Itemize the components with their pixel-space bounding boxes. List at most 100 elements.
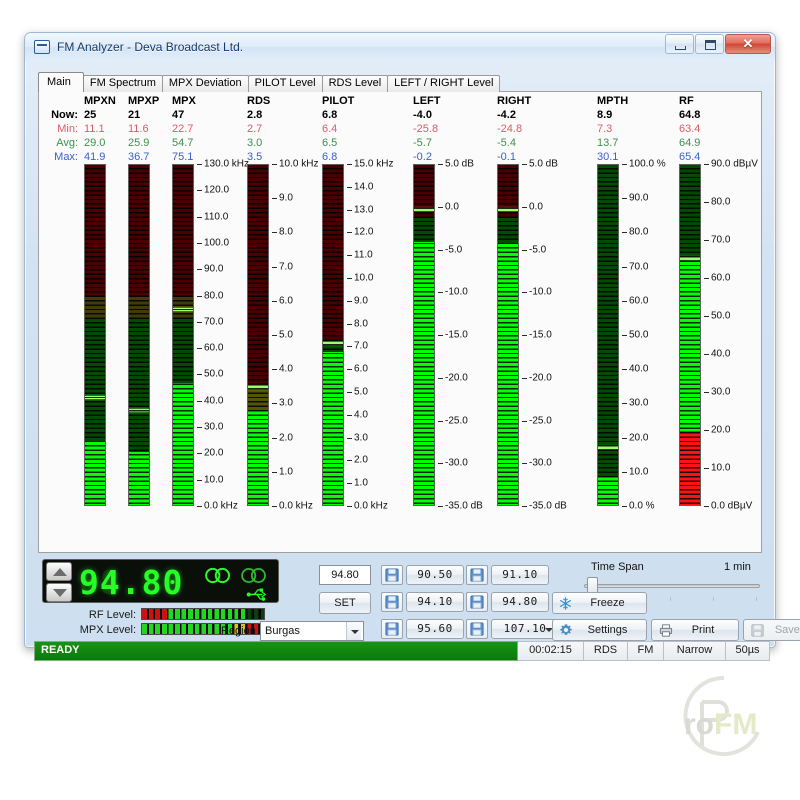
meter-tick-label: -10.0: [445, 286, 468, 298]
meter-tick: [522, 420, 527, 422]
meter-zone: [323, 165, 343, 341]
meter-tick: [272, 369, 277, 371]
preset-save-button[interactable]: [381, 619, 403, 639]
preset-save-button[interactable]: [381, 592, 403, 612]
slider-tick: [670, 597, 671, 601]
close-button[interactable]: ✕: [725, 34, 771, 54]
meter-tick-label: 1.0: [279, 466, 293, 478]
meter-tick-label: -30.0: [445, 457, 468, 469]
meter-tick-label: 60.0: [629, 295, 649, 307]
meter-tick: [438, 292, 443, 294]
tab-main[interactable]: Main: [38, 72, 84, 92]
save-as-label: Save As: [774, 624, 800, 636]
meter-tick-label: -25.0: [529, 415, 552, 426]
preset-button-94-80[interactable]: 94.80: [491, 592, 549, 612]
meter-tick: [347, 323, 352, 325]
meter-lit: [85, 441, 105, 505]
maximize-button[interactable]: [695, 34, 724, 54]
tab-strip: Main FM Spectrum MPX Deviation PILOT Lev…: [38, 72, 501, 92]
preset-save-button[interactable]: [466, 592, 488, 612]
meter-tick-label: 3.0: [279, 397, 293, 409]
title-bar[interactable]: FM Analyzer - Deva Broadcast Ltd. ✕: [25, 33, 775, 61]
meter-tick-label: -35.0 dB: [445, 500, 483, 512]
meter-zone: [85, 165, 105, 297]
readings-avg: 54.7: [172, 137, 194, 149]
preset-button-95-60[interactable]: 95.60: [406, 619, 464, 639]
meter-bar-pilot: [322, 164, 344, 506]
meter-zone: [173, 296, 193, 318]
meter-tick-label: -5.0: [445, 244, 463, 255]
region-select[interactable]: Burgas: [260, 621, 364, 641]
meter-tick-label: 70.0: [204, 316, 224, 328]
meter-tick: [347, 460, 352, 462]
preset-save-button[interactable]: [381, 565, 403, 585]
stereo-icon: [205, 567, 230, 584]
tab-pilot-level[interactable]: PILOT Level: [247, 75, 323, 92]
preset-button-107-10[interactable]: 107.10: [491, 619, 559, 639]
meter-tick-label: 9.0: [354, 295, 368, 307]
preset-button-91-10[interactable]: 91.10: [491, 565, 549, 585]
meter-tick-label: 100.0 %: [629, 158, 666, 170]
meter-tick: [347, 506, 352, 507]
meter-zone: [598, 165, 618, 505]
meter-tick-label: 12.0: [354, 226, 374, 238]
meter-tick: [347, 232, 352, 234]
tab-rds-level[interactable]: RDS Level: [321, 75, 389, 92]
meter-zone: [129, 165, 149, 297]
meter-tick-label: 7.0: [279, 261, 293, 273]
preset-button-90-50[interactable]: 90.50: [406, 565, 464, 585]
meter-tick: [704, 240, 709, 241]
timespan-slider-track[interactable]: [584, 584, 760, 588]
meter-lit: [414, 241, 434, 505]
meter-tick: [272, 506, 277, 507]
meter-tick: [347, 164, 352, 165]
meter-lit: [498, 243, 518, 505]
preset-save-button[interactable]: [466, 565, 488, 585]
meter-tick: [438, 420, 443, 422]
meter-bar-mpth: [597, 164, 619, 506]
tab-fm-spectrum[interactable]: FM Spectrum: [82, 75, 163, 92]
readings-avg: -5.4: [497, 137, 516, 149]
meter-tick: [704, 202, 709, 203]
minimize-button[interactable]: [665, 34, 694, 54]
readings-max: 41.9: [84, 151, 106, 163]
meter-tick: [272, 164, 277, 165]
settings-button[interactable]: Settings: [552, 619, 647, 641]
meter-tick-label: 80.0: [711, 196, 731, 208]
meter-tick: [272, 300, 277, 302]
meter-tick: [197, 321, 202, 323]
readings-min: -24.8: [497, 123, 523, 135]
meter-tick: [704, 354, 709, 355]
region-label: Region: [221, 625, 256, 637]
freeze-label: Freeze: [590, 597, 625, 609]
tune-up-button[interactable]: [46, 562, 72, 581]
floppy-icon: [470, 595, 484, 609]
meter-tick: [438, 377, 443, 379]
meter-tick-label: -15.0: [445, 329, 468, 341]
tab-left-right-level[interactable]: LEFT / RIGHT Level: [387, 75, 501, 92]
readings-min: 11.1: [84, 123, 105, 135]
floppy-icon: [470, 622, 484, 636]
meter-tick-label: 0.0 kHz: [279, 500, 313, 512]
freeze-button[interactable]: Freeze: [552, 592, 647, 614]
window-title: FM Analyzer - Deva Broadcast Ltd.: [57, 40, 244, 54]
readings-row-labels: Now: Min: Avg: Max:: [39, 94, 81, 164]
tab-mpx-deviation[interactable]: MPX Deviation: [161, 75, 249, 92]
readings-column-pilot: PILOT 6.8 6.4 6.5 6.8: [322, 94, 354, 164]
set-frequency-button[interactable]: SET: [319, 592, 371, 614]
floppy-icon: [385, 622, 399, 636]
tune-down-button[interactable]: [46, 583, 72, 602]
readings-column-left: LEFT -4.0 -25.8 -5.7 -0.2: [413, 94, 441, 164]
meter-peak-marker: [173, 308, 193, 312]
readings-max: 75.1: [172, 151, 194, 163]
preset-button-94-10[interactable]: 94.10: [406, 592, 464, 612]
meter-tick: [197, 427, 202, 429]
frequency-input[interactable]: 94.80: [319, 565, 371, 585]
meter-peak-marker: [323, 341, 343, 345]
readings-min: 11.6: [128, 123, 149, 135]
preset-save-button[interactable]: [466, 619, 488, 639]
print-button[interactable]: Print: [651, 619, 739, 641]
row-label-min: Min:: [57, 123, 78, 135]
meter-tick-label: 80.0: [204, 290, 224, 302]
meter-tick-label: -25.0: [445, 415, 468, 426]
